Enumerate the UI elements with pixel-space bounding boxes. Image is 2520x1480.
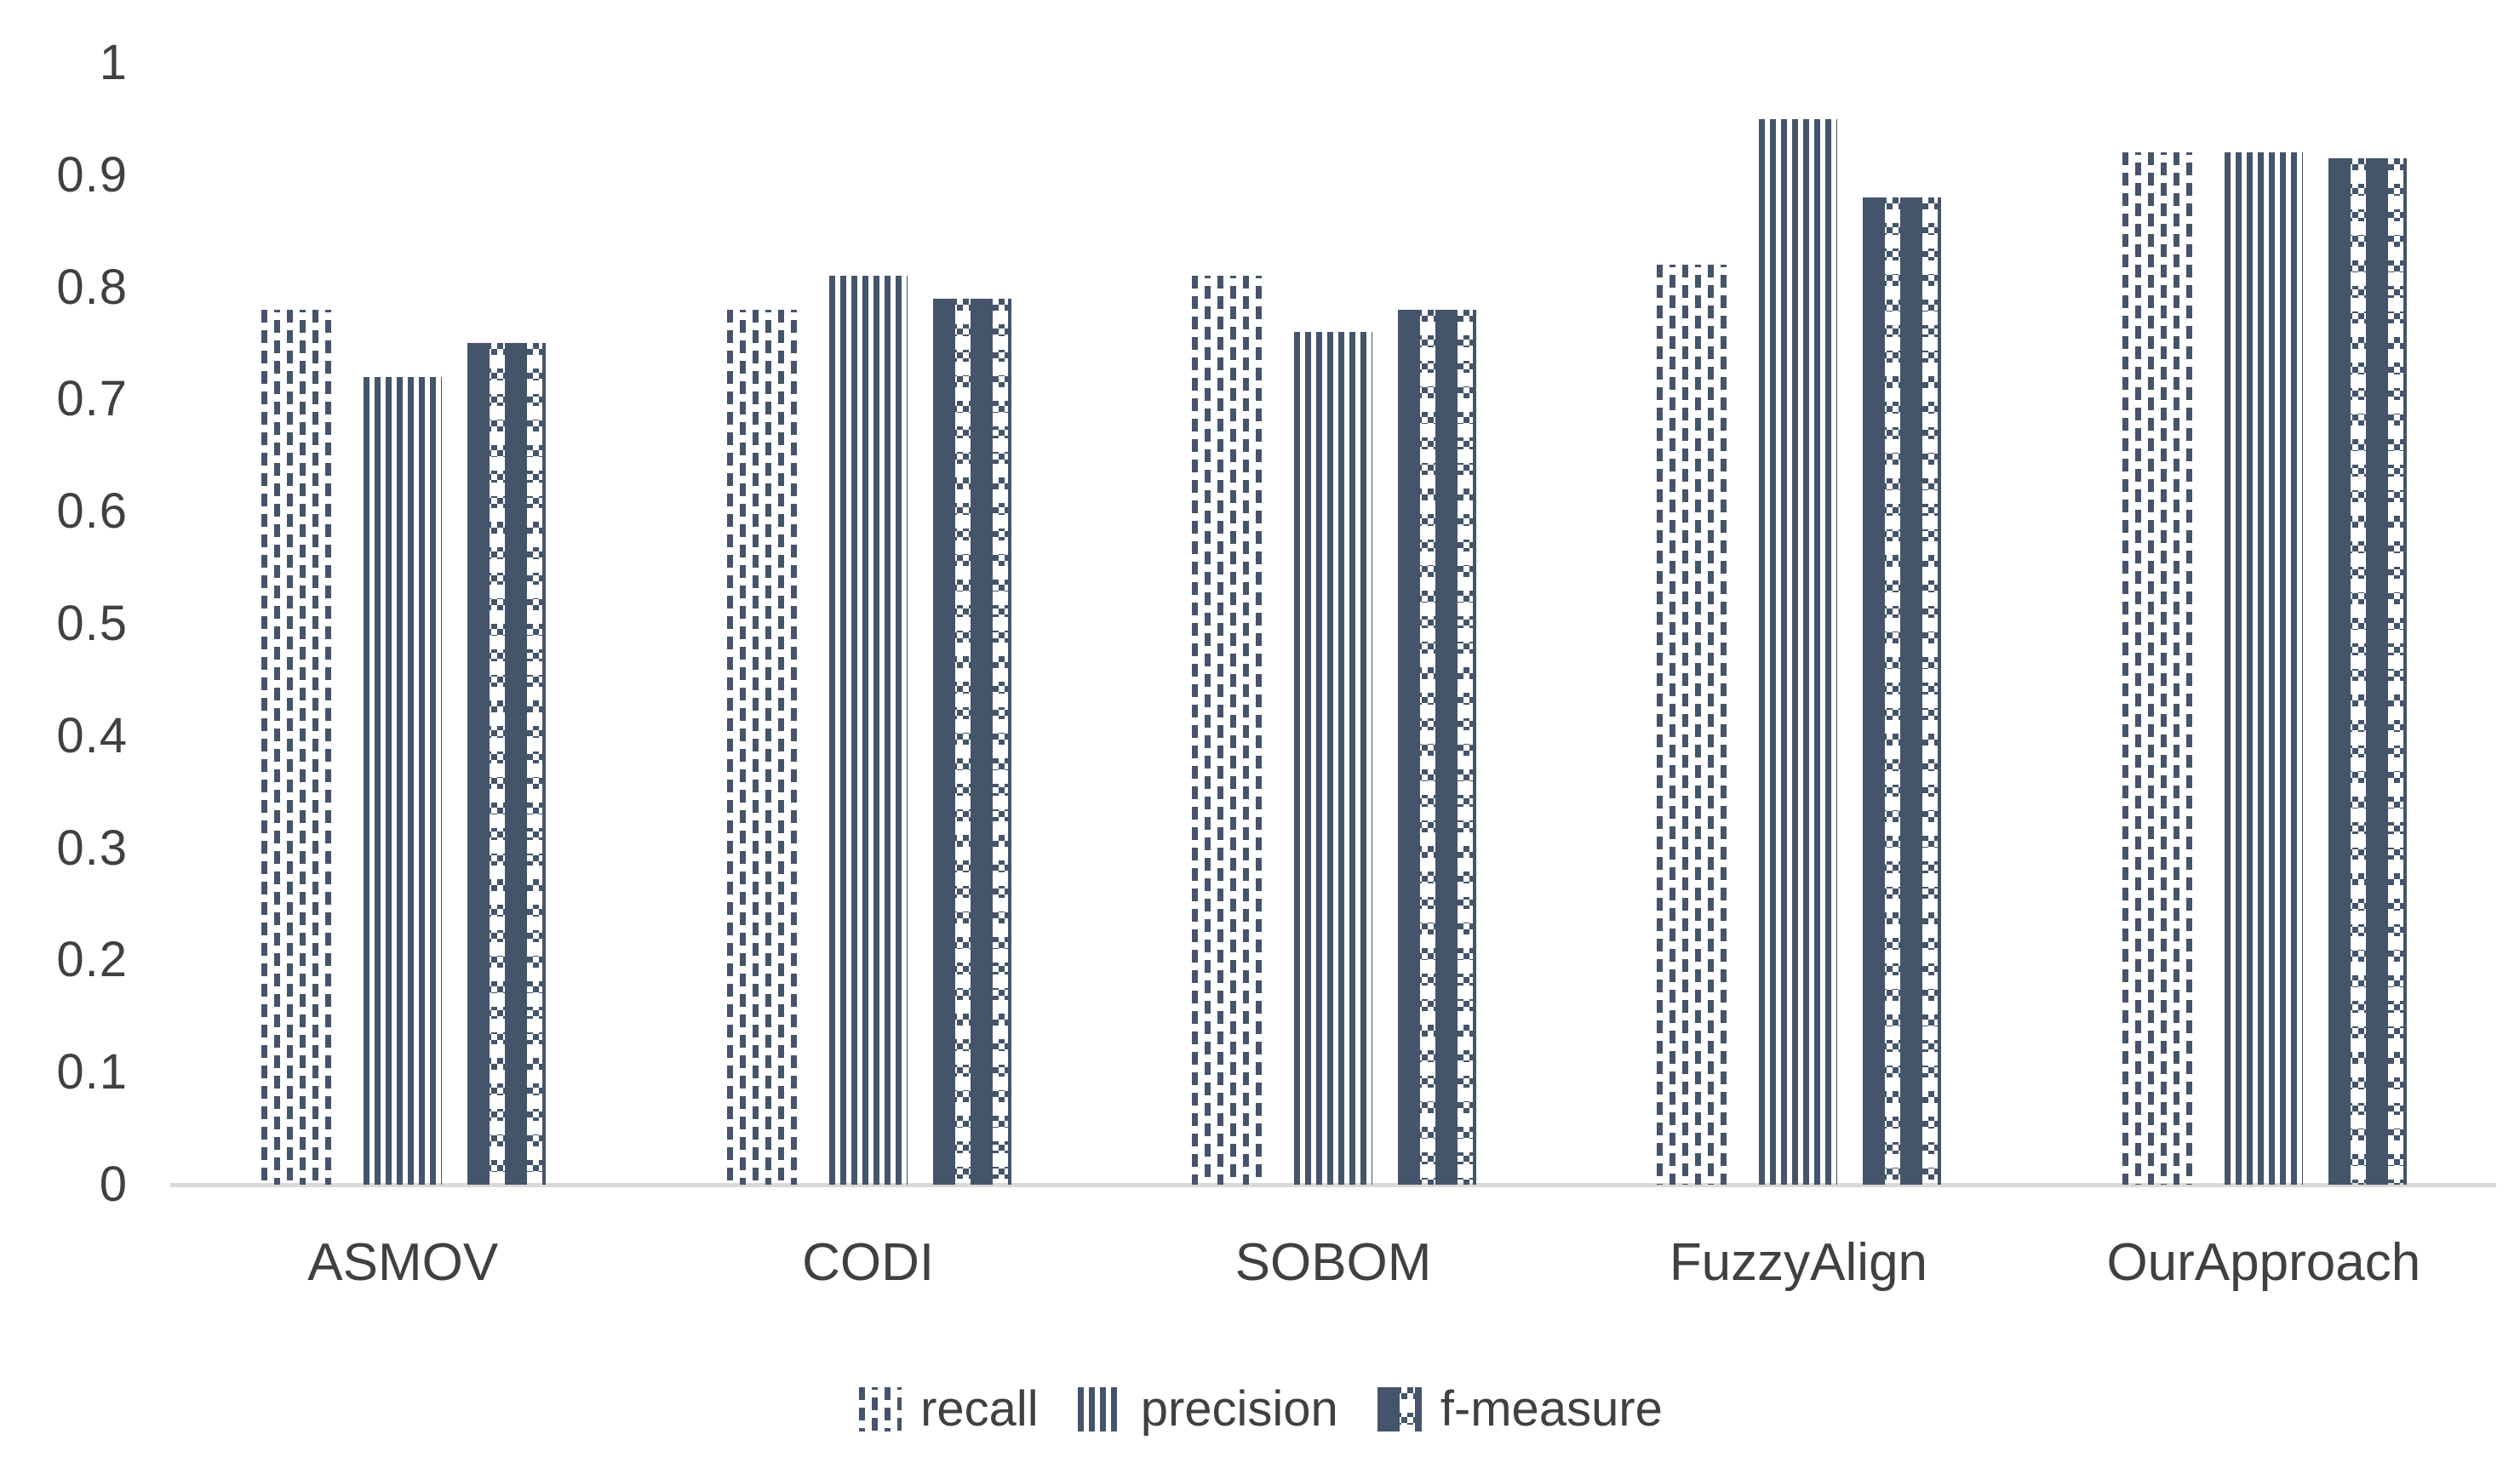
legend-swatch-recall-pattern-icon [857, 1386, 902, 1431]
y-tick-label-0.1: 0.1 [56, 1044, 128, 1100]
y-tick-label-0.8: 0.8 [56, 260, 128, 315]
bar-recall-SOBOM [1189, 276, 1269, 1185]
y-tick-label-0.2: 0.2 [56, 932, 128, 987]
bar-f-measure-SOBOM [1397, 310, 1476, 1185]
bar-group-SOBOM [1189, 63, 1476, 1185]
bar-precision-CODI [828, 276, 908, 1185]
legend-label-recall: recall [920, 1381, 1039, 1437]
category-label-ASMOV: ASMOV [307, 1233, 499, 1292]
bar-recall-FuzzyAlign [1655, 265, 1734, 1185]
bar-f-measure-OurApproach [2328, 158, 2407, 1185]
x-axis-line [170, 1183, 2496, 1187]
bar-precision-SOBOM [1293, 332, 1372, 1185]
y-tick-label-0.7: 0.7 [56, 371, 128, 426]
bar-group-CODI [724, 63, 1011, 1185]
y-tick-label-0.5: 0.5 [56, 596, 128, 651]
plot-area [170, 63, 2496, 1185]
legend-item-recall: recall [857, 1380, 1039, 1437]
bar-precision-FuzzyAlign [1759, 119, 1838, 1185]
bar-f-measure-CODI [932, 299, 1011, 1185]
legend-item-f-measure: f-measure [1377, 1380, 1663, 1437]
bar-recall-ASMOV [260, 310, 339, 1185]
y-tick-label-0: 0 [99, 1157, 128, 1212]
bar-recall-OurApproach [2120, 152, 2199, 1185]
y-tick-label-0.6: 0.6 [56, 483, 128, 539]
legend-swatch-precision-pattern-icon [1077, 1386, 1122, 1431]
bar-f-measure-FuzzyAlign [1863, 197, 1942, 1185]
x-axis-category-labels: ASMOV CODI SOBOM FuzzyAlign OurApproach [170, 1232, 2496, 1293]
bar-group-FuzzyAlign [1655, 63, 1942, 1185]
bar-precision-OurApproach [2224, 152, 2303, 1185]
y-tick-label-0.9: 0.9 [56, 147, 128, 203]
legend-swatch-f-measure-pattern-icon [1377, 1386, 1422, 1431]
y-tick-label-0.3: 0.3 [56, 820, 128, 876]
legend: recall precision f-measure [0, 1380, 2520, 1437]
bar-group-ASMOV [260, 63, 547, 1185]
bar-f-measure-ASMOV [467, 343, 547, 1185]
y-tick-label-1: 1 [99, 35, 128, 90]
category-label-SOBOM: SOBOM [1234, 1233, 1432, 1292]
legend-label-precision: precision [1140, 1381, 1338, 1437]
legend-item-precision: precision [1077, 1380, 1338, 1437]
bar-precision-ASMOV [364, 377, 443, 1185]
bar-group-OurApproach [2120, 63, 2407, 1185]
category-label-CODI: CODI [802, 1233, 935, 1292]
category-label-OurApproach: OurApproach [2106, 1233, 2421, 1292]
y-tick-label-0.4: 0.4 [56, 708, 128, 763]
category-label-FuzzyAlign: FuzzyAlign [1669, 1233, 1928, 1292]
bar-recall-CODI [724, 310, 804, 1185]
legend-label-f-measure: f-measure [1440, 1381, 1663, 1437]
